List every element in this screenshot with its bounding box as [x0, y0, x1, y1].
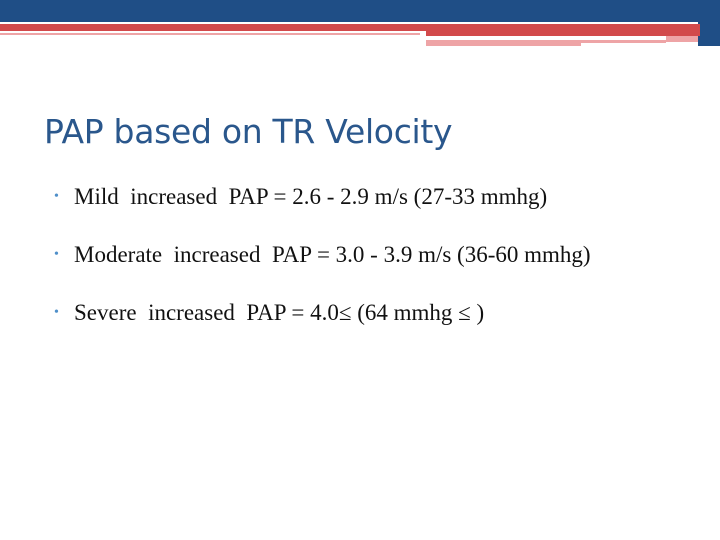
bullet-text: Severe increased PAP = 4.0≤ (64 mmhg ≤ ) [74, 300, 485, 325]
bullet-dot-icon: • [54, 305, 59, 320]
header-accent-bar [0, 0, 720, 22]
header-red-stripe-right [426, 31, 700, 36]
slide-title: PAP based on TR Velocity [44, 112, 453, 151]
bullet-text: Moderate increased PAP = 3.0 - 3.9 m/s (… [74, 242, 591, 267]
header-pink-stripe-right [426, 40, 581, 46]
bullet-item: • Mild increased PAP = 2.6 - 2.9 m/s (27… [54, 180, 714, 213]
bullet-item: • Severe increased PAP = 4.0≤ (64 mmhg ≤… [54, 296, 714, 329]
bullet-item: • Moderate increased PAP = 3.0 - 3.9 m/s… [54, 238, 714, 271]
header-pink-stripe-end [666, 36, 698, 42]
header-corner-block [698, 0, 720, 46]
header-pink-stripe [0, 33, 420, 35]
bullet-dot-icon: • [54, 247, 59, 262]
bullet-list: • Mild increased PAP = 2.6 - 2.9 m/s (27… [54, 180, 714, 329]
header-red-stripe [0, 24, 700, 31]
bullet-text: Mild increased PAP = 2.6 - 2.9 m/s (27-3… [74, 184, 548, 209]
bullet-dot-icon: • [54, 189, 59, 204]
header-pink-stripe-thin [581, 40, 666, 43]
